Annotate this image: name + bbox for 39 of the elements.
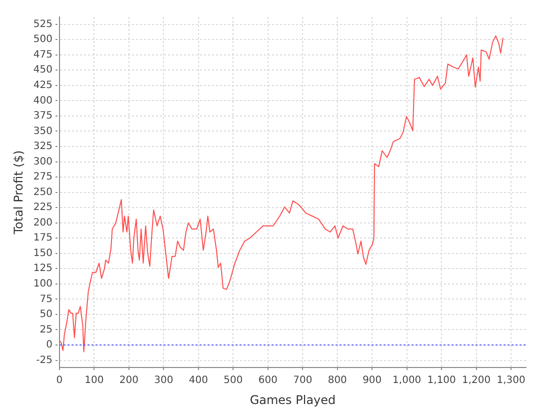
y-tick-label: 450 xyxy=(33,64,52,76)
y-tick-label: 250 xyxy=(33,186,52,198)
y-tick-label: 275 xyxy=(33,172,52,183)
x-tick-label: 1,200 xyxy=(462,375,491,386)
y-tick-label: 150 xyxy=(33,248,52,259)
x-tick-label: 300 xyxy=(154,375,174,386)
y-tick-label: 500 xyxy=(33,34,52,46)
y-tick-label: -25 xyxy=(36,354,52,366)
y-axis-title: Total Profit ($) xyxy=(11,150,26,236)
y-tick-label: 125 xyxy=(33,263,52,274)
y-tick-label: 325 xyxy=(33,141,52,152)
y-tick-label: 350 xyxy=(33,126,52,137)
x-tick-label: 1,100 xyxy=(427,375,456,386)
x-tick-label: 900 xyxy=(362,375,382,386)
y-tick-label: 375 xyxy=(33,110,52,122)
x-tick-label: 700 xyxy=(293,375,312,386)
x-tick-label: 800 xyxy=(328,375,347,386)
x-tick-label: 0 xyxy=(56,375,63,386)
x-axis-title: Games Played xyxy=(250,392,336,407)
y-tick-label: 400 xyxy=(33,95,52,106)
y-tick-label: 0 xyxy=(46,340,52,351)
y-tick-label: 175 xyxy=(33,232,52,244)
y-tick-label: 300 xyxy=(33,156,52,168)
x-tick-label: 1,000 xyxy=(392,375,422,386)
x-tick-label: 500 xyxy=(224,375,243,386)
y-tick-label: 425 xyxy=(33,80,52,92)
y-tick-label: 475 xyxy=(33,49,52,60)
y-tick-label: 100 xyxy=(33,278,52,290)
x-tick-label: 400 xyxy=(188,375,208,386)
y-tick-label: 25 xyxy=(40,324,52,336)
y-tick-label: 75 xyxy=(40,294,52,305)
x-tick-label: 600 xyxy=(258,375,278,386)
y-tick-label: 525 xyxy=(33,18,52,30)
y-tick-label: 50 xyxy=(40,309,52,320)
x-tick-label: 100 xyxy=(84,375,104,386)
x-tick-label: 200 xyxy=(119,375,139,386)
y-tick-label: 225 xyxy=(33,202,52,214)
x-tick-label: 1,300 xyxy=(496,375,526,386)
y-tick-label: 200 xyxy=(33,217,52,228)
